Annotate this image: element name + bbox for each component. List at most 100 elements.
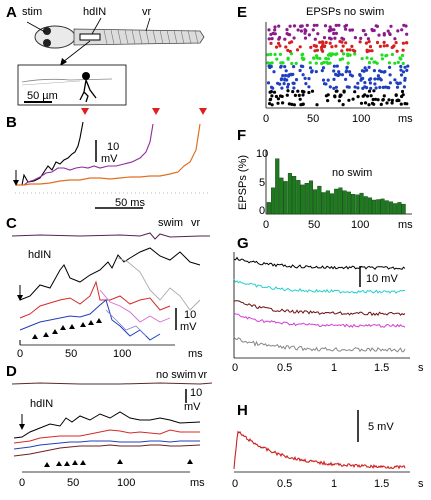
raster-point xyxy=(353,36,357,40)
raster-point xyxy=(286,89,290,93)
histogram-bar xyxy=(351,193,356,215)
raster-point xyxy=(370,57,374,61)
raster-point xyxy=(298,97,302,101)
raster-point xyxy=(274,94,278,99)
raster-point xyxy=(326,78,330,82)
raster-point xyxy=(328,25,332,29)
scale-y-unit-b: mV xyxy=(101,153,118,165)
raster-point xyxy=(399,64,403,69)
raster-point xyxy=(356,81,360,85)
xunit-e: ms xyxy=(398,113,413,125)
hdin-label: hdIN xyxy=(83,6,106,18)
raster-point xyxy=(316,32,320,36)
raster-point xyxy=(308,61,312,65)
histogram-bar xyxy=(397,202,402,215)
raster-point xyxy=(366,37,370,41)
histogram-bar xyxy=(325,190,330,215)
raster-point xyxy=(388,73,392,77)
raster-point xyxy=(315,103,319,107)
raster-point xyxy=(344,27,348,31)
histogram-bar xyxy=(321,192,326,215)
raster-point xyxy=(389,24,393,28)
raster-point xyxy=(368,45,373,49)
panel-label-b: B xyxy=(6,114,17,131)
xtick-d-50: 50 xyxy=(67,477,79,489)
swim-label: swim xyxy=(158,217,183,229)
raster-point xyxy=(311,28,315,32)
raster-point xyxy=(286,85,290,89)
raster-point xyxy=(353,52,357,56)
raster-point xyxy=(305,23,309,27)
raster-point xyxy=(401,70,406,74)
raster-point xyxy=(284,69,288,73)
raster-point xyxy=(335,64,339,68)
vr-label-d: vr xyxy=(198,369,208,381)
raster-point xyxy=(380,57,384,61)
histogram-bar xyxy=(271,187,276,215)
panel-g-traces xyxy=(233,252,410,359)
xtick-e-100: 100 xyxy=(352,113,370,125)
raster-point xyxy=(297,93,301,97)
raster-point xyxy=(374,24,378,28)
raster-point xyxy=(300,53,304,57)
raster-point xyxy=(286,82,290,86)
raster-point xyxy=(350,28,354,32)
raster-point xyxy=(393,61,397,65)
panel-d-traces xyxy=(11,382,213,473)
raster-point xyxy=(365,56,369,60)
raster-point xyxy=(365,50,369,54)
raster-point xyxy=(298,45,302,49)
raster-point xyxy=(403,65,407,69)
scale-y-b: 10 xyxy=(107,141,119,153)
neuron-inset xyxy=(17,64,127,106)
raster-point xyxy=(287,102,291,106)
raster-point xyxy=(363,66,367,70)
raster-point xyxy=(301,102,305,106)
histogram-bar xyxy=(367,197,373,215)
raster-point xyxy=(401,61,405,66)
raster-point xyxy=(313,49,317,53)
histogram-bar xyxy=(359,192,364,215)
raster-point xyxy=(383,70,387,74)
scale-h: 5 mV xyxy=(368,421,394,433)
raster-point xyxy=(358,40,362,44)
histogram-bar xyxy=(292,175,297,215)
raster-point xyxy=(337,70,341,74)
raster-point xyxy=(268,98,272,102)
histogram-bar xyxy=(334,188,339,215)
raster-point xyxy=(380,53,384,57)
raster-point xyxy=(395,49,399,53)
raster-point xyxy=(284,45,288,49)
raster-point xyxy=(348,28,352,32)
raster-point xyxy=(315,48,319,52)
raster-point xyxy=(394,41,398,45)
panel-b-traces xyxy=(13,108,210,209)
raster-point xyxy=(367,65,371,69)
raster-point xyxy=(364,41,368,45)
raster-point xyxy=(382,33,386,37)
raster-point xyxy=(281,101,285,105)
scale-y-c: 10 xyxy=(184,309,196,321)
raster-point xyxy=(329,28,333,32)
raster-point xyxy=(269,32,273,37)
raster-point xyxy=(292,86,296,90)
raster-point xyxy=(334,23,338,27)
raster-point xyxy=(379,102,383,106)
histogram-bar xyxy=(287,173,293,215)
xtick-f-50: 50 xyxy=(308,219,320,231)
panel-label-h: H xyxy=(237,402,248,419)
xtick-h-05: 0.5 xyxy=(277,478,292,490)
raster-point xyxy=(290,102,294,106)
raster-point xyxy=(341,44,345,48)
raster-point xyxy=(400,53,405,58)
raster-point xyxy=(341,103,345,107)
raster-point xyxy=(346,61,350,65)
raster-point xyxy=(338,93,342,97)
raster-point xyxy=(281,74,285,78)
raster-point xyxy=(279,77,284,81)
raster-point xyxy=(309,45,313,50)
raster-point xyxy=(291,90,295,94)
raster-point xyxy=(402,85,406,89)
raster-point xyxy=(310,89,315,93)
raster-point xyxy=(345,69,349,73)
